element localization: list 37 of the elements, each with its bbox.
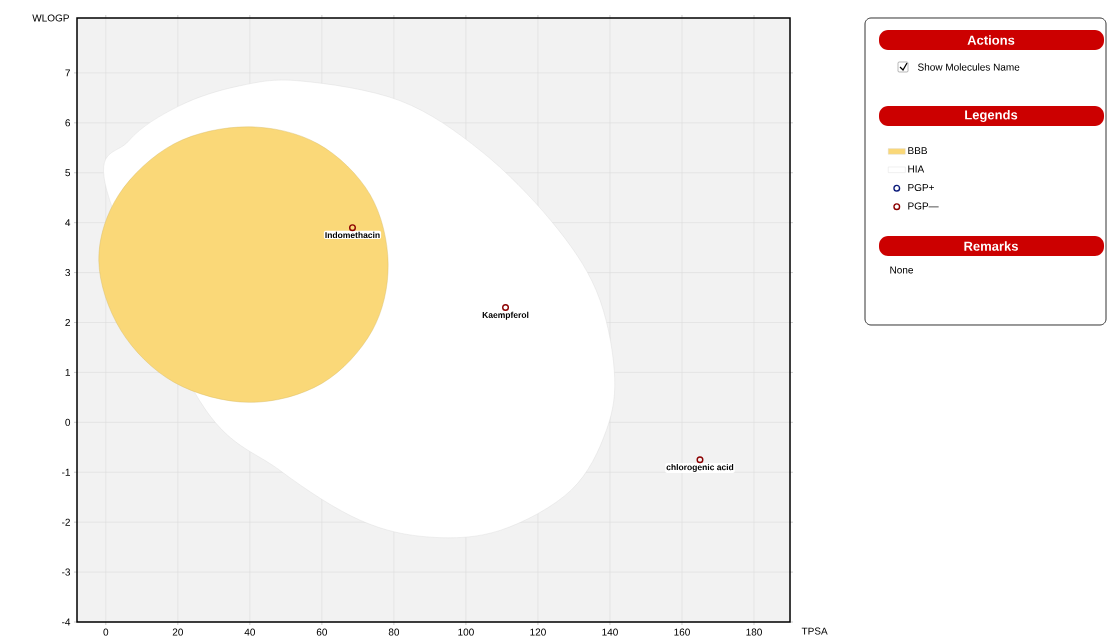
y-tick-label: -4 — [62, 618, 71, 626]
y-tick-label: 7 — [65, 69, 70, 77]
y-tick-label: -3 — [62, 568, 71, 576]
x-tick-label: 40 — [244, 628, 256, 636]
x-tick-label: 160 — [674, 628, 690, 636]
y-axis-title: WLOGP — [32, 14, 69, 22]
x-tick-label: 20 — [172, 628, 184, 636]
y-tick-label: 4 — [65, 219, 71, 227]
y-tick-label: -2 — [62, 518, 70, 526]
x-tick-label: 0 — [103, 628, 109, 636]
legend-label: PGP— — [908, 202, 939, 210]
annotation: Indomethacin — [325, 231, 380, 239]
x-tick-label: 140 — [602, 628, 618, 636]
y-tick-label: 2 — [65, 319, 70, 326]
y-tick-label: 3 — [65, 269, 71, 277]
legend-label: BBB — [908, 147, 927, 155]
legend-label: PGP+ — [908, 183, 934, 192]
y-tick-label: -1 — [62, 468, 70, 476]
text: Actions — [967, 35, 1015, 45]
x-tick-label: 180 — [746, 628, 762, 636]
x-tick-label: 80 — [388, 628, 400, 636]
annotation: Kaempferol — [482, 311, 529, 320]
y-tick-label: 5 — [65, 169, 71, 177]
text: Remarks — [964, 241, 1018, 251]
text: Legends — [965, 109, 1018, 123]
point — [696, 456, 704, 464]
x-tick-label: 100 — [458, 628, 474, 636]
x-axis-title: TPSA — [801, 627, 828, 635]
y-tick-label: 0 — [65, 418, 71, 426]
annotation: chlorogenic acid — [666, 463, 734, 472]
y-tick-label: 1 — [65, 368, 70, 376]
x-tick-label: 120 — [530, 628, 546, 636]
legend-label: HIA — [908, 165, 925, 173]
text: Show Molecules Name — [918, 63, 1020, 71]
text: None — [890, 266, 913, 274]
x-tick-label: 60 — [316, 628, 328, 636]
y-tick-label: 6 — [65, 119, 71, 127]
